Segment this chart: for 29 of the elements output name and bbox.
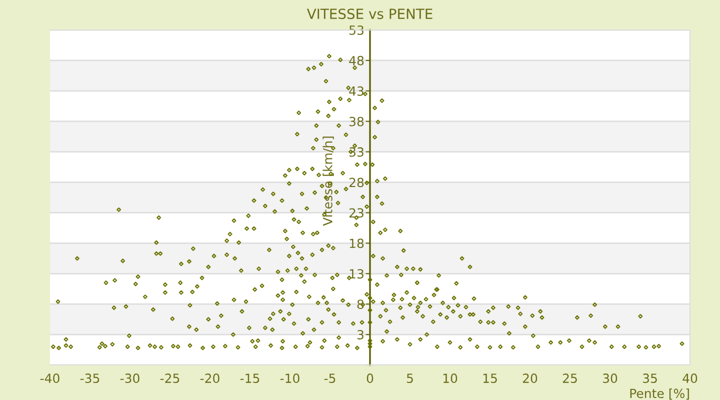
x-tick-label: 20 bbox=[522, 374, 538, 384]
y-tick-label: 38 bbox=[349, 116, 364, 126]
x-tick-label: 0 bbox=[366, 374, 374, 384]
y-tick-label: 3 bbox=[357, 330, 364, 340]
y-tick-label: 43 bbox=[349, 86, 364, 96]
y-tick-label: 48 bbox=[349, 56, 364, 66]
y-tick-label: 28 bbox=[349, 178, 364, 188]
y-tick-label: 18 bbox=[350, 238, 364, 248]
x-tick-label: 30 bbox=[603, 374, 618, 384]
x-tick-label: -40 bbox=[40, 374, 60, 384]
y-axis-title: Vitesse [km/h] bbox=[322, 136, 334, 226]
x-tick-label: 35 bbox=[643, 374, 657, 384]
chart-title: VITESSE vs PENTE bbox=[306, 8, 432, 20]
y-tick-label: 23 bbox=[349, 208, 364, 218]
x-tick-label: 10 bbox=[443, 374, 458, 384]
x-tick-label: 5 bbox=[406, 374, 413, 384]
x-tick-label: 25 bbox=[562, 374, 577, 384]
x-tick-label: -15 bbox=[240, 374, 260, 384]
x-tick-label: -5 bbox=[324, 374, 336, 384]
x-tick-label: -10 bbox=[280, 374, 300, 384]
x-tick-label: -20 bbox=[200, 374, 220, 384]
x-tick-label: -30 bbox=[120, 374, 140, 384]
x-tick-label: 40 bbox=[682, 374, 698, 384]
y-tick-label: 13 bbox=[350, 269, 364, 279]
x-tick-label: 15 bbox=[483, 374, 497, 384]
x-tick-label: -25 bbox=[160, 374, 180, 384]
x-tick-label: -35 bbox=[80, 374, 100, 384]
x-axis-title: Pente [%] bbox=[630, 388, 689, 400]
y-tick-label: 33 bbox=[349, 147, 364, 157]
